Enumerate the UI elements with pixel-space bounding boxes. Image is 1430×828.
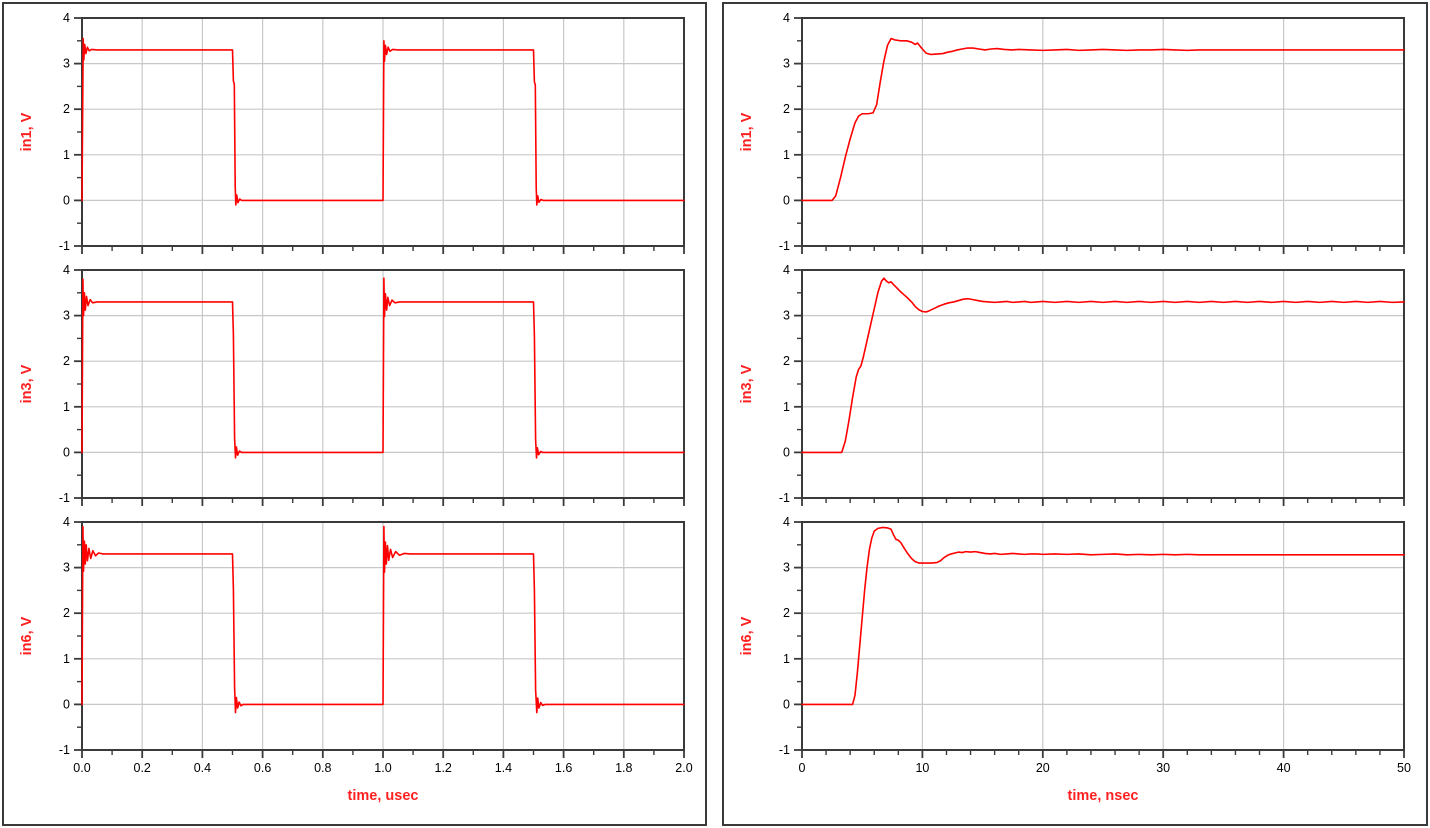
y-tick-label: 3 [63,57,70,71]
y-axis-label: in6, V [739,616,755,655]
x-tick-label: 1.8 [615,761,632,775]
y-tick-label: 0 [783,445,790,459]
y-tick-label: 2 [63,606,70,620]
y-tick-label: 4 [783,11,790,25]
y-tick-label: 3 [63,561,70,575]
x-tick-label: 2.0 [675,761,692,775]
y-tick-label: 4 [63,263,70,277]
x-axis-label: time, usec [348,788,419,804]
y-axis-label: in1, V [19,112,35,151]
chart-right-in1[interactable]: -1 0 1 2 3 4 in1, V [724,4,1424,256]
chart-left-in1[interactable]: -1 0 1 2 3 4 in1, V [4,4,704,256]
y-tick-label: 0 [63,193,70,207]
x-tick-label: 1.6 [555,761,572,775]
x-tick-label: 30 [1156,761,1170,775]
y-tick-label: 2 [63,102,70,116]
y-tick-label: 0 [783,193,790,207]
y-tick-label: 1 [783,652,790,666]
y-tick-label: -1 [779,491,790,505]
trace-in6 [801,526,1405,706]
plot-frame [801,269,1405,499]
chart-left-in6[interactable]: -1 0 1 2 3 4 0.0 0.2 0.4 0.6 0.8 1.0 1.2 1.4 1.6 1.8 2.0… [4,508,704,824]
y-axis-label: in1, V [739,112,755,151]
right-plot-panel: -1 0 1 2 3 4 in1, V -1 0 1 2 3 4 in3, V -1 0 1 2 3 4 0 10 20 30… [722,2,1428,826]
x-tick-label: 1.0 [374,761,391,775]
x-tick-label: 20 [1036,761,1050,775]
y-tick-label: 0 [63,445,70,459]
y-tick-label: 3 [63,309,70,323]
y-axis-label: in6, V [19,616,35,655]
y-tick-label: 4 [783,515,790,529]
y-tick-label: 1 [63,652,70,666]
y-axis-label: in3, V [19,364,35,403]
trace-in3 [81,277,685,459]
x-tick-label: 0.8 [314,761,331,775]
y-tick-label: 2 [783,102,790,116]
y-tick-label: 1 [63,400,70,414]
y-tick-label: -1 [59,239,70,253]
y-tick-label: 4 [783,263,790,277]
y-tick-label: 2 [63,354,70,368]
x-tick-label: 0.6 [254,761,271,775]
x-tick-label: 0.0 [73,761,90,775]
y-tick-label: 1 [783,400,790,414]
left-plot-panel: -1 0 1 2 3 4 in1, V -1 0 1 2 3 4 in3, V -1 0 1 2 3 4 0.0 0.2 0… [2,2,707,826]
x-tick-label: 0 [799,761,806,775]
plot-frame [801,521,1405,751]
x-tick-label: 10 [915,761,929,775]
plot-frame [801,17,1405,247]
y-tick-label: 0 [63,697,70,711]
y-tick-label: 3 [783,309,790,323]
y-tick-label: 4 [63,11,70,25]
y-tick-label: -1 [779,239,790,253]
y-tick-label: 2 [783,606,790,620]
x-tick-label: 0.2 [134,761,151,775]
y-axis-label: in3, V [739,364,755,403]
y-tick-label: 3 [783,561,790,575]
x-tick-label: 50 [1397,761,1411,775]
y-tick-label: -1 [59,743,70,757]
x-tick-label: 0.4 [194,761,211,775]
x-tick-label: 40 [1277,761,1291,775]
x-axis-label: time, nsec [1068,788,1139,804]
x-tick-label: 1.2 [435,761,452,775]
y-tick-label: 1 [783,148,790,162]
chart-right-in3[interactable]: -1 0 1 2 3 4 in3, V [724,256,1424,508]
trace-in1 [81,37,685,206]
trace-in3 [801,277,1405,454]
y-tick-label: 4 [63,515,70,529]
y-tick-label: 2 [783,354,790,368]
x-tick-label: 1.4 [495,761,512,775]
y-tick-label: 0 [783,697,790,711]
y-tick-label: 3 [783,57,790,71]
trace-in1 [801,37,1405,202]
trace-in6 [81,525,685,714]
y-tick-label: -1 [59,491,70,505]
y-tick-label: -1 [779,743,790,757]
y-tick-label: 1 [63,148,70,162]
chart-left-in3[interactable]: -1 0 1 2 3 4 in3, V [4,256,704,508]
